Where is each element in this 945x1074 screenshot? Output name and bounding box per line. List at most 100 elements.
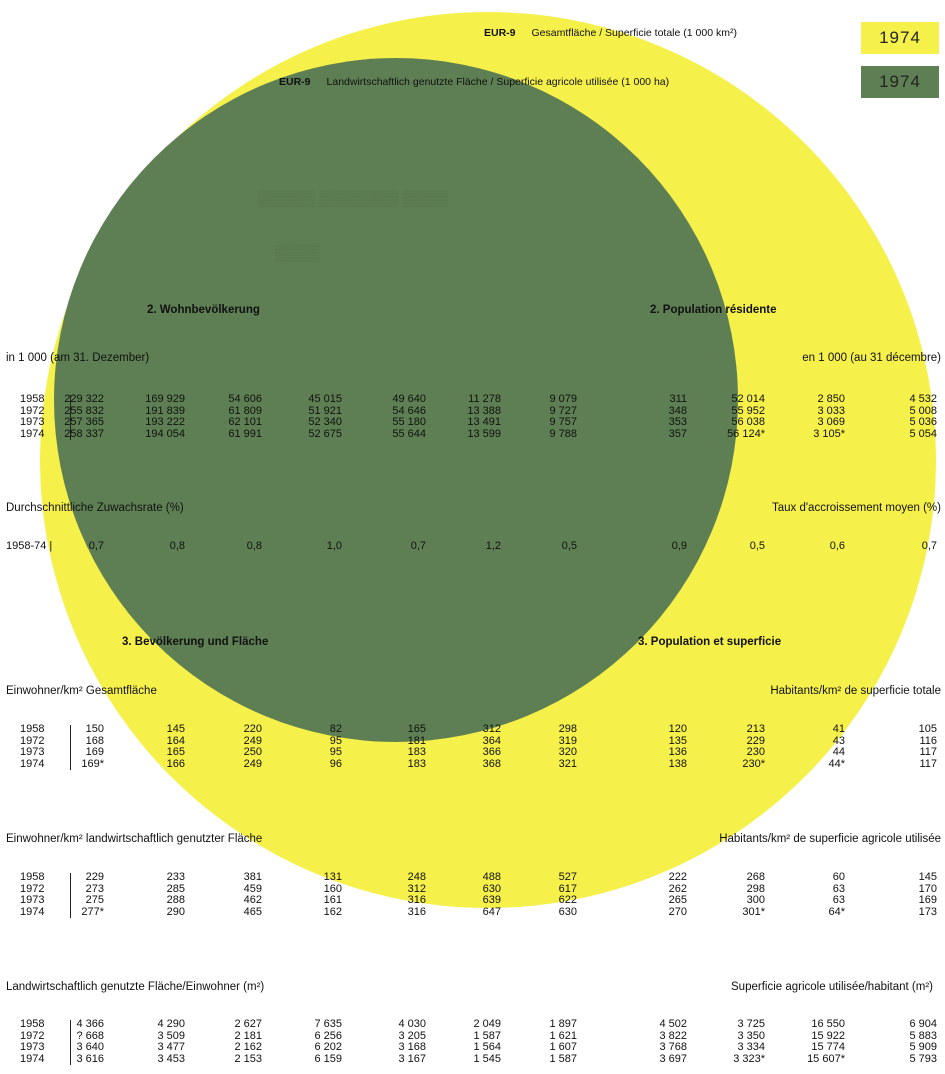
table-cell: 82 <box>329 723 342 735</box>
table-cell: 3 768 <box>659 1041 687 1053</box>
table-cell: 248 <box>407 871 426 883</box>
table-cell: 229 <box>85 871 104 883</box>
table-cell: 459 <box>243 882 262 895</box>
table-cell: 95 <box>329 746 342 758</box>
table-cell: 4 502 <box>659 1018 687 1030</box>
row-year-label: 1958 <box>20 871 45 883</box>
table-cell: 0,8 <box>246 540 262 552</box>
table-cell: 1 564 <box>473 1041 501 1053</box>
table-cell: 165 <box>407 723 426 735</box>
table-cell: 61 991 <box>228 427 262 440</box>
legend-agri-code: EUR-9 <box>279 76 311 88</box>
table-cell: 191 839 <box>145 404 185 417</box>
table-cell: 2 181 <box>234 1029 262 1042</box>
table-cell: 193 222 <box>145 416 185 428</box>
density-agri-label-fr: Habitants/km² de superficie agricole uti… <box>719 833 941 845</box>
table-cell: 5 008 <box>909 404 937 417</box>
table-cell: 183 <box>407 757 426 770</box>
table-cell: 249 <box>243 734 262 747</box>
table-cell: 117 <box>919 746 937 758</box>
legend-total-code: EUR-9 <box>484 27 516 39</box>
row-year-label: 1972 <box>20 734 45 747</box>
table-cell: 319 <box>558 734 577 747</box>
table-cell: 9 757 <box>549 416 577 428</box>
table-cell: 316 <box>407 905 426 918</box>
table-cell: 249 <box>243 757 262 770</box>
table-cell: 4 030 <box>398 1018 426 1030</box>
table-cell: 321 <box>558 757 577 770</box>
table-cell: 0,8 <box>169 540 185 552</box>
table-cell: 52 014 <box>731 393 765 405</box>
table-cell: 316 <box>407 894 426 906</box>
table-cell: 194 054 <box>145 427 185 440</box>
table-cell: 62 101 <box>228 416 262 428</box>
section-heading-fr: 3. Population et superficie <box>638 636 782 648</box>
table-cell: 117 <box>919 757 937 770</box>
table-cell: 0,7 <box>921 540 937 552</box>
table-cell: 1 621 <box>549 1029 577 1042</box>
table-cell: 617 <box>558 882 577 895</box>
table-cell: 213 <box>746 723 765 735</box>
row-year-label: 1972 <box>20 1029 45 1042</box>
table-cell: 170 <box>918 882 937 895</box>
table-cell: 298 <box>746 882 765 895</box>
table-cell: 465 <box>243 905 262 918</box>
density-agri-label-de: Einwohner/km² landwirtschaftlich genutzt… <box>6 833 263 845</box>
table-cell: 45 015 <box>308 393 342 405</box>
table-cell: 13 599 <box>467 427 501 440</box>
table-cell: 311 <box>669 393 687 405</box>
agri-per-capita-label-fr: Superficie agricole utilisée/habitant (m… <box>731 981 933 993</box>
table-cell: 166 <box>166 757 185 770</box>
table-cell: 150 <box>85 723 104 735</box>
table-cell: 95 <box>329 734 342 747</box>
table-cell: 49 640 <box>392 393 426 405</box>
table-cell: 4 532 <box>909 393 937 405</box>
row-year-label: 1973 <box>20 746 45 758</box>
section-heading-de: 2. Wohnbevölkerung <box>147 304 260 316</box>
agri-per-capita-label-de: Landwirtschaftlich genutzte Fläche/Einwo… <box>6 981 265 993</box>
unit-label-de: in 1 000 (am 31. Dezember) <box>6 352 150 364</box>
table-cell: 2 049 <box>473 1018 501 1030</box>
table-cell: 312 <box>482 723 501 735</box>
table-cell: 381 <box>243 871 262 883</box>
table-cell: 4 366 <box>76 1018 104 1030</box>
table-cell: 320 <box>558 746 577 758</box>
row-year-label: 1973 <box>20 1041 45 1053</box>
table-cell: 138 <box>668 757 687 770</box>
table-cell: 44 <box>832 746 845 758</box>
table-cell: 488 <box>482 871 501 883</box>
faint-background-text: ▒▒▒▒▒ ▒▒▒▒▒▒▒ ▒▒▒▒ <box>258 190 449 207</box>
table-cell: 0,7 <box>88 540 104 552</box>
table-cell: 257 365 <box>64 416 104 428</box>
table-cell: 3 167 <box>398 1052 426 1065</box>
table-cell: 630 <box>558 905 577 918</box>
table-cell: 348 <box>668 404 687 417</box>
table-cell: 230* <box>742 757 765 770</box>
table-cell: 135 <box>668 734 687 747</box>
table-cell: 9 727 <box>549 404 577 417</box>
table-cell: 52 340 <box>308 416 342 428</box>
table-cell: 1 545 <box>473 1052 501 1065</box>
agricultural-area-circle <box>54 58 738 742</box>
legend-total-label: EUR-9 Gesamtfläche / Superficie totale (1… <box>484 27 737 39</box>
table-cell: 0,5 <box>561 540 577 552</box>
table-cell: 255 832 <box>64 404 104 417</box>
table-cell: 262 <box>668 882 687 895</box>
table-cell: 52 675 <box>308 427 342 440</box>
table-cell: 1 607 <box>549 1041 577 1053</box>
row-year-label: 1974 <box>20 1052 45 1065</box>
table-cell: 2 153 <box>234 1052 262 1065</box>
table-cell: 161 <box>323 894 342 906</box>
table-cell: 265 <box>668 894 687 906</box>
table-cell: 61 809 <box>228 404 262 417</box>
table-cell: 230 <box>746 746 765 758</box>
table-cell: 527 <box>558 871 577 883</box>
table-cell: 56 038 <box>731 416 765 428</box>
table-cell: 160 <box>323 882 342 895</box>
table-cell: 5 054 <box>909 427 937 440</box>
table-cell: 3 697 <box>659 1052 687 1065</box>
density-total-label-fr: Habitants/km² de superficie totale <box>770 685 941 697</box>
table-cell: 136 <box>668 746 687 758</box>
table-cell: 229 322 <box>64 393 104 405</box>
table-cell: 169 <box>85 746 104 758</box>
